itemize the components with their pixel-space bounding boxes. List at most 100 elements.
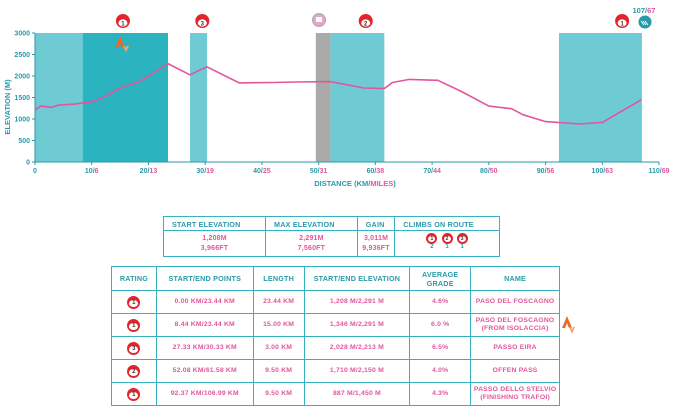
climb-rating-marker-icon: 2 — [358, 14, 373, 28]
x-tick-label: 110/69 — [648, 168, 669, 175]
marker-inner — [118, 19, 128, 27]
y-tick-label: 3000 — [14, 31, 30, 38]
x-tick-label: 50/31 — [310, 168, 328, 175]
climb-band — [82, 33, 168, 162]
strava-segment-icon[interactable] — [115, 36, 129, 52]
marker-label: 1 — [620, 21, 624, 27]
climb-rating-icon: 1 — [127, 387, 141, 401]
climb-rating-marker-icon: 3 — [195, 14, 210, 28]
rating-cell: 2 — [111, 359, 157, 383]
max-elevation-value: 2,291M 7,560FT — [265, 230, 358, 257]
col-length: LENGTH — [252, 266, 305, 291]
elevation-cell: 1,710 M/2,150 M — [303, 359, 411, 383]
climb-rating-icon: 3 — [127, 341, 141, 355]
x-tick-label: 90/56 — [537, 168, 555, 175]
col-elevation: START/END ELEVATION — [303, 266, 411, 291]
x-tick-label: 0 — [33, 168, 37, 175]
marker-inner — [617, 19, 627, 27]
name-cell: PASO DEL FOSCAGNO (FROM ISOLACCIA) — [470, 313, 560, 337]
rating-cell: 1 — [111, 382, 157, 406]
elevation-series-line — [34, 62, 642, 125]
col-points: START/END POINTS — [155, 266, 254, 291]
length-cell: 9.50 KM — [252, 359, 305, 383]
table-row: 1 0.00 KM/23.44 KM 23.44 KM 1,208 M/2,291 M… — [111, 290, 560, 314]
gain-value: 3,011M 9,936FT — [356, 230, 396, 257]
length-cell: 23.44 KM — [252, 290, 305, 314]
grade-cell: 6.5% — [409, 336, 472, 360]
summary-header-climbs: CLIMBS ON ROUTE — [394, 216, 500, 231]
x-tick-label: 40/25 — [253, 168, 271, 175]
climb-band — [330, 33, 385, 162]
points-cell: 8.44 KM/23.44 KM — [155, 313, 254, 337]
rating-cell: 3 — [111, 336, 157, 360]
x-tick-label: 20/13 — [140, 168, 158, 175]
y-tick-label: 2500 — [14, 52, 30, 59]
elevation-profile-chart: 3000 2500 2000 1500 1000 500 0 0 10/6 20/13 30/19… — [3, 6, 670, 188]
y-axis-label: ELEVATION (M) — [3, 79, 12, 135]
col-rating: RATING — [111, 266, 157, 291]
name-cell: PASO DEL FOSCAGNO — [470, 290, 560, 314]
x-tick-label: 60/38 — [367, 168, 385, 175]
table-row: 1 8.44 KM/23.44 KM 15.00 KM 1,346 M/2,291 M… — [111, 313, 560, 337]
strava-segment-icon[interactable] — [561, 314, 577, 336]
climb-rating-marker-icon: 1 — [115, 14, 130, 28]
grey-band — [315, 33, 331, 162]
grade-cell: 4.3% — [409, 382, 472, 406]
col-name: NAME — [470, 266, 560, 291]
y-tick-label: 500 — [18, 138, 30, 145]
name-cell: PASSO DELLO STELVIO (FINISHING TRAFOI) — [470, 382, 560, 406]
marker-label: 1 — [121, 21, 125, 27]
rating-cell: 1 — [111, 313, 157, 337]
points-cell: 92.37 KM/106.99 KM — [155, 382, 254, 406]
climb-bands — [35, 33, 642, 162]
grade-cell: 4.0% — [409, 359, 472, 383]
climb-rating-icon: 1 — [127, 318, 141, 332]
marker-inner — [361, 19, 371, 27]
x-tick-label: 10/6 — [85, 168, 99, 175]
length-cell: 9.50 KM — [252, 382, 305, 406]
climb-rating-3-icon: 3 — [456, 233, 468, 244]
elevation-cell: 887 M/1,450 M — [303, 382, 411, 406]
table-row: 2 52.08 KM/61.58 KM 9.50 KM 1,710 M/2,150 M… — [111, 359, 560, 383]
length-cell: 3.00 KM — [252, 336, 305, 360]
climb-rating-icon: 2 — [127, 364, 141, 378]
grade-cell: 4.6% — [409, 290, 472, 314]
x-tick-label: 100/63 — [592, 168, 614, 175]
summary-header-max: MAX ELEVATION — [265, 216, 358, 231]
y-tick-label: 2000 — [14, 74, 30, 81]
x-axis-ticks: 0 10/6 20/13 30/19 40/25 50/31 60/38 70/44 80/50… — [33, 162, 670, 175]
climb-rating-2-icon: 2 — [441, 233, 453, 244]
marker-inner — [197, 19, 207, 27]
grade-cell: 6.0 % — [409, 313, 472, 337]
table-row: 3 27.33 KM/30.33 KM 3.00 KM 2,028 M/2,213 M… — [111, 336, 560, 360]
x-tick-label: 80/50 — [480, 168, 498, 175]
length-cell: 15.00 KM — [252, 313, 305, 337]
marker-label: 3 — [201, 21, 205, 27]
y-tick-label: 1500 — [14, 95, 30, 102]
points-cell: 27.33 KM/30.33 KM — [155, 336, 254, 360]
summary-header-gain: GAIN — [356, 216, 396, 231]
grey-marker-icon — [312, 13, 326, 27]
summary-header-start: START ELEVATION — [162, 216, 267, 231]
marker-label: 2 — [364, 21, 368, 27]
elevation-cell: 1,346 M/2,291 M — [303, 313, 411, 337]
y-tick-label: 0 — [26, 160, 30, 167]
climb-rating-1-icon: 1 — [426, 233, 438, 244]
elevation-line — [34, 62, 642, 125]
climb-rating-icon: 1 — [127, 295, 141, 309]
points-cell: 0.00 KM/23.44 KM — [155, 290, 254, 314]
col-grade: AVERAGE GRADE — [409, 266, 472, 291]
points-cell: 52.08 KM/61.58 KM — [155, 359, 254, 383]
climb-band — [558, 33, 642, 162]
climb-markers: 1 3 2 1 — [115, 14, 630, 28]
climbs-table: RATING START/END POINTS LENGTH START/END… — [111, 266, 560, 406]
climb-rating-marker-icon: 1 — [615, 14, 630, 28]
route-summary-table: START ELEVATION MAX ELEVATION GAIN CLIMB… — [162, 216, 500, 257]
y-tick-label: 1000 — [14, 117, 30, 124]
distance-total-badge: 107/67 — [633, 6, 655, 29]
